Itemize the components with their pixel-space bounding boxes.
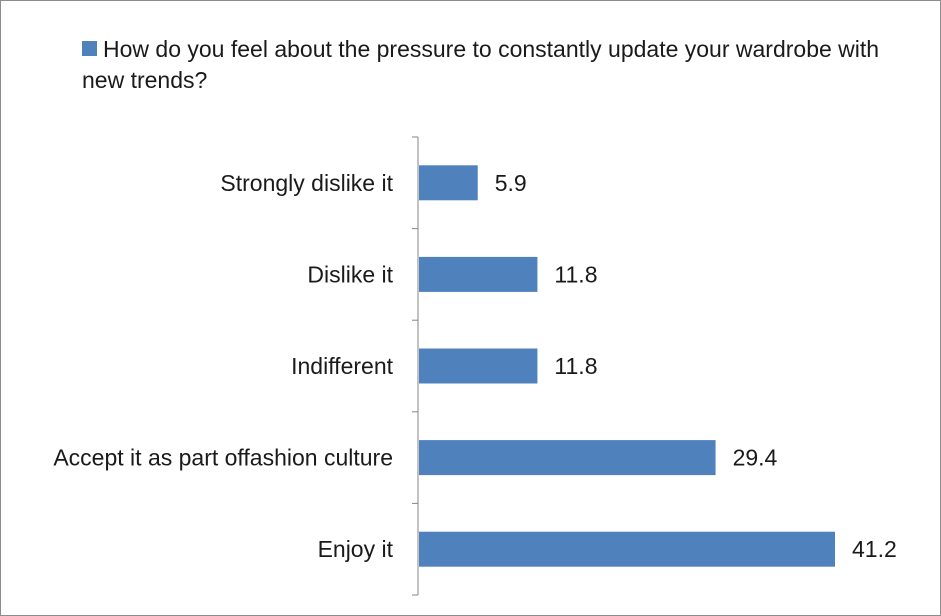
chart-legend: How do you feel about the pressure to co… — [82, 34, 912, 96]
bar — [419, 348, 538, 384]
category-label: Dislike it — [307, 261, 393, 287]
bar — [419, 531, 835, 567]
bar — [419, 256, 538, 292]
legend-swatch — [82, 41, 97, 56]
data-label: 5.9 — [495, 170, 527, 196]
data-label: 11.8 — [554, 261, 597, 287]
category-label: Accept it as part offashion culture — [53, 445, 393, 471]
category-label: Enjoy it — [318, 536, 394, 562]
category-label: Indifferent — [291, 353, 393, 379]
data-label: 41.2 — [852, 536, 897, 562]
bar — [419, 440, 716, 476]
legend-label: How do you feel about the pressure to co… — [82, 36, 880, 93]
data-label: 29.4 — [733, 445, 778, 471]
bar — [419, 165, 478, 201]
data-label: 11.8 — [554, 353, 597, 379]
category-label: Strongly dislike it — [220, 170, 393, 196]
